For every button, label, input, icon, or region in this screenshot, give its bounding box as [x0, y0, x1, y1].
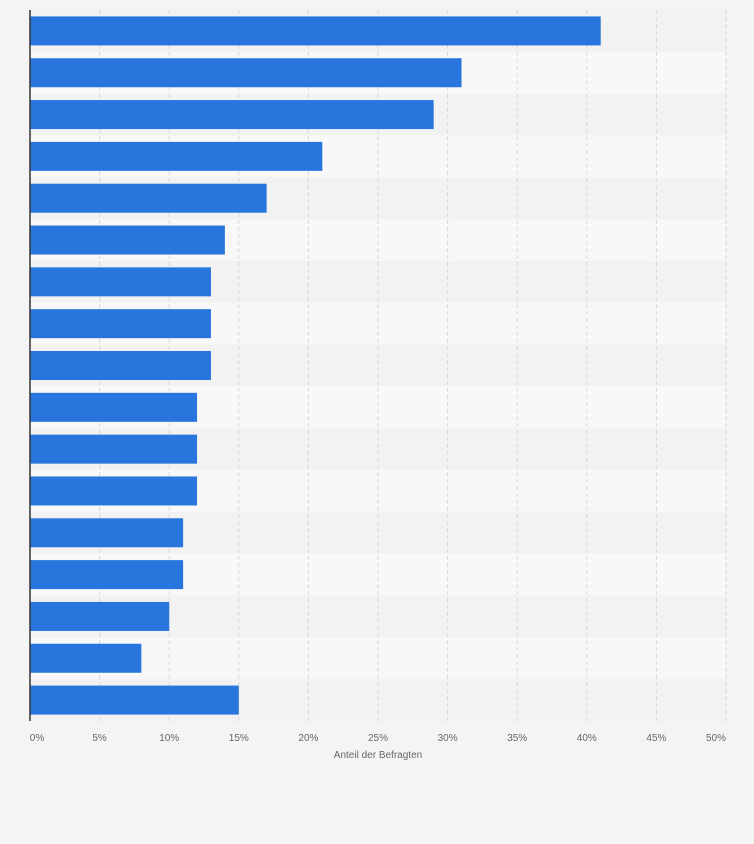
bar[interactable] — [30, 685, 239, 715]
x-tick-label: 15% — [229, 733, 249, 744]
bar[interactable] — [30, 16, 601, 46]
bar[interactable] — [30, 100, 434, 130]
bar[interactable] — [30, 643, 142, 673]
x-tick-label: 20% — [298, 733, 318, 744]
x-axis-ticks: 0% 5% 10% 15% 20% 25% 30% 35% 40% 45% 50% — [30, 733, 726, 744]
bar[interactable] — [30, 601, 170, 631]
x-tick-label: 45% — [646, 733, 666, 744]
bar[interactable] — [30, 351, 211, 380]
bar[interactable] — [30, 434, 198, 464]
bar[interactable] — [30, 183, 267, 213]
x-tick-label: 35% — [507, 733, 527, 744]
x-tick-label: 0% — [30, 733, 45, 744]
bar[interactable] — [30, 141, 323, 171]
bar[interactable] — [30, 309, 211, 339]
x-tick-label: 25% — [368, 733, 388, 744]
x-axis-label: Anteil der Befragten — [334, 750, 422, 761]
x-tick-label: 40% — [577, 733, 597, 744]
bar[interactable] — [30, 58, 462, 88]
bar-series — [30, 16, 601, 715]
x-tick-label: 50% — [706, 733, 726, 744]
bar[interactable] — [30, 476, 198, 506]
bar[interactable] — [30, 518, 184, 548]
bar[interactable] — [30, 225, 225, 255]
bar[interactable] — [30, 560, 184, 590]
x-tick-label: 10% — [159, 733, 179, 744]
row-band — [30, 637, 726, 680]
bar[interactable] — [30, 267, 211, 297]
bar[interactable] — [30, 392, 198, 422]
x-tick-label: 30% — [438, 733, 458, 744]
x-tick-label: 5% — [92, 733, 107, 744]
